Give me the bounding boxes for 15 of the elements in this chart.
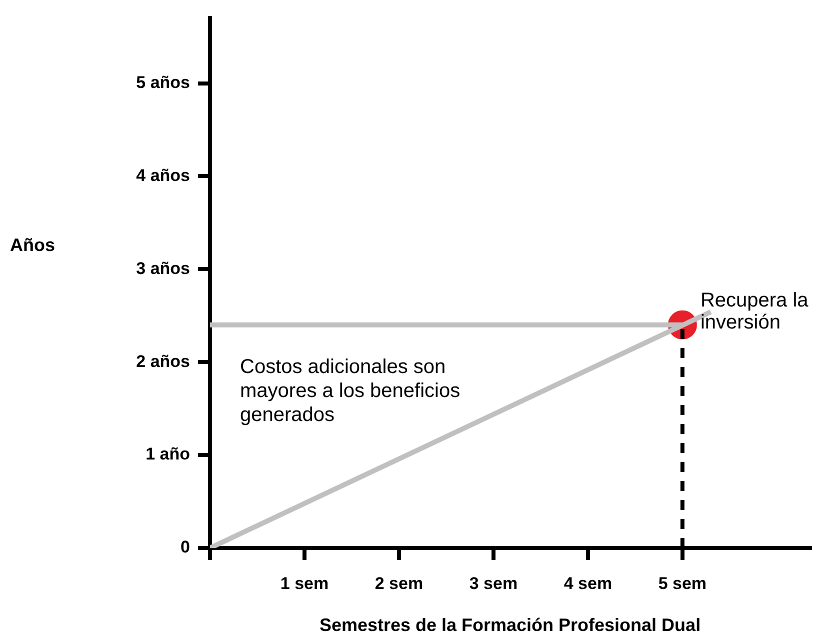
x-tick-label: 3 sem xyxy=(469,574,518,593)
x-tick-label: 2 sem xyxy=(374,574,424,593)
y-tick-label: 2 años xyxy=(136,352,190,371)
x-axis-title: Semestres de la Formación Profesional Dual xyxy=(319,615,701,636)
y-tick-label: 1 año xyxy=(146,444,190,464)
y-tick-label: 5 años xyxy=(136,72,190,92)
y-axis-title: Años xyxy=(10,234,55,255)
y-tick-label: 0 xyxy=(180,538,190,557)
y-tick-label: 3 años xyxy=(136,258,190,278)
annotation: Recupera la inversión xyxy=(700,289,810,334)
y-tick-label: 4 años xyxy=(136,166,190,185)
x-tick-label: 5 sem xyxy=(658,574,707,593)
x-tick-label: 1 sem xyxy=(280,574,329,593)
annotation: Costos adicionales son mayores a los beneficios generados xyxy=(240,356,460,426)
x-tick-label: 4 sem xyxy=(564,574,612,593)
